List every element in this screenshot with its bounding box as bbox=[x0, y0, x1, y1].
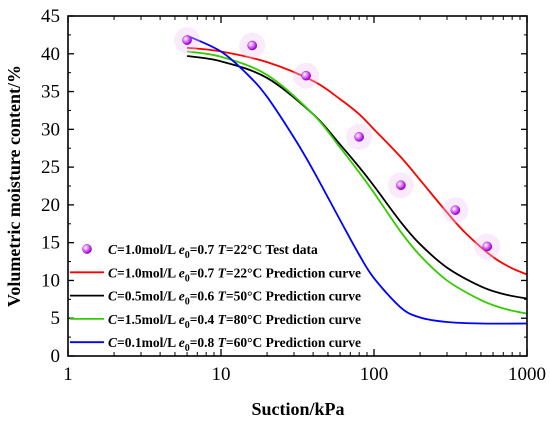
data-point bbox=[396, 180, 406, 191]
legend-label-part: e bbox=[179, 265, 185, 280]
x-tick-label: 1 bbox=[63, 364, 73, 385]
data-point bbox=[301, 70, 311, 81]
legend-label-part: =22°C Test data bbox=[226, 242, 318, 257]
legend-label-part: C bbox=[108, 335, 118, 350]
legend-marker-test-data bbox=[82, 244, 92, 254]
legend-label-part: =60°C Prediction curve bbox=[226, 335, 361, 350]
legend-label-part: e bbox=[179, 289, 185, 304]
legend-label-part: 0 bbox=[185, 343, 190, 354]
legend-label-part: =0.4 bbox=[190, 312, 218, 327]
data-point bbox=[354, 132, 364, 142]
legend-label-part: T bbox=[218, 289, 227, 304]
legend-label-part: 0 bbox=[185, 250, 190, 261]
y-tick-label: 15 bbox=[41, 233, 60, 254]
legend-label-part: =0.6 bbox=[190, 289, 218, 304]
y-tick-label: 45 bbox=[41, 6, 60, 27]
legend-label-part: T bbox=[218, 335, 227, 350]
legend-label-part: 0 bbox=[185, 297, 190, 308]
data-point bbox=[482, 241, 493, 252]
legend-label-part: =22°C Prediction curve bbox=[226, 265, 361, 280]
legend-label-part: 0 bbox=[185, 273, 190, 284]
legend-label-part: =80°C Prediction curve bbox=[226, 312, 361, 327]
legend-label: C=0.1mol/L e0=0.8 T=60°C Prediction curv… bbox=[108, 335, 361, 354]
y-tick-label: 5 bbox=[51, 308, 61, 329]
data-point bbox=[182, 35, 192, 45]
legend-label-part: C bbox=[108, 265, 118, 280]
y-tick-label: 0 bbox=[51, 346, 61, 367]
legend-label-part: C bbox=[108, 312, 118, 327]
y-tick-label: 35 bbox=[41, 82, 60, 103]
y-tick-label: 30 bbox=[41, 119, 60, 140]
legend-label-part: =0.7 bbox=[190, 242, 218, 257]
legend-label: C=0.5mol/L e0=0.6 T=50°C Prediction curv… bbox=[108, 289, 361, 308]
curve-green-prediction bbox=[186, 50, 527, 315]
legend-label-part: T bbox=[218, 312, 227, 327]
y-axis-title: Volumetric moisture content/% bbox=[4, 65, 24, 307]
legend-label-part: C bbox=[108, 289, 118, 304]
x-axis-title: Suction/kPa bbox=[251, 399, 344, 419]
y-tick-label: 25 bbox=[41, 157, 60, 178]
legend-label: C=1.0mol/L e0=0.7 T=22°C Test data bbox=[108, 242, 318, 261]
legend-label-part: =0.8 bbox=[190, 335, 218, 350]
data-point bbox=[450, 205, 461, 215]
x-tick-label: 1000 bbox=[508, 364, 546, 385]
legend-label-part: =50°C Prediction curve bbox=[226, 289, 361, 304]
legend-label-part: T bbox=[218, 242, 227, 257]
legend-label-part: =1.5mol/L bbox=[117, 312, 179, 327]
y-tick-label: 40 bbox=[41, 44, 60, 65]
legend-label-part: 0 bbox=[185, 320, 190, 331]
legend-label-part: =0.7 bbox=[190, 265, 218, 280]
curve-red-prediction bbox=[186, 46, 527, 276]
y-tick-label: 10 bbox=[41, 270, 60, 291]
curve-blue-prediction bbox=[186, 34, 527, 325]
curve-black-prediction bbox=[186, 55, 527, 300]
legend-label: C=1.0mol/L e0=0.7 T=22°C Prediction curv… bbox=[108, 265, 361, 284]
legend-label-part: =0.5mol/L bbox=[117, 289, 179, 304]
legend-label: C=1.5mol/L e0=0.4 T=80°C Prediction curv… bbox=[108, 312, 361, 331]
x-tick-label: 100 bbox=[360, 364, 389, 385]
legend-label-part: =0.1mol/L bbox=[117, 335, 179, 350]
legend-label-part: e bbox=[179, 312, 185, 327]
legend-label-part: C bbox=[108, 242, 118, 257]
legend-label-part: e bbox=[179, 242, 185, 257]
legend-label-part: T bbox=[218, 265, 227, 280]
data-point bbox=[247, 40, 258, 51]
x-tick-label: 10 bbox=[212, 364, 231, 385]
legend-label-part: =1.0mol/L bbox=[117, 265, 179, 280]
y-tick-label: 20 bbox=[41, 195, 60, 216]
legend-label-part: =1.0mol/L bbox=[117, 242, 179, 257]
legend-label-part: e bbox=[179, 335, 185, 350]
